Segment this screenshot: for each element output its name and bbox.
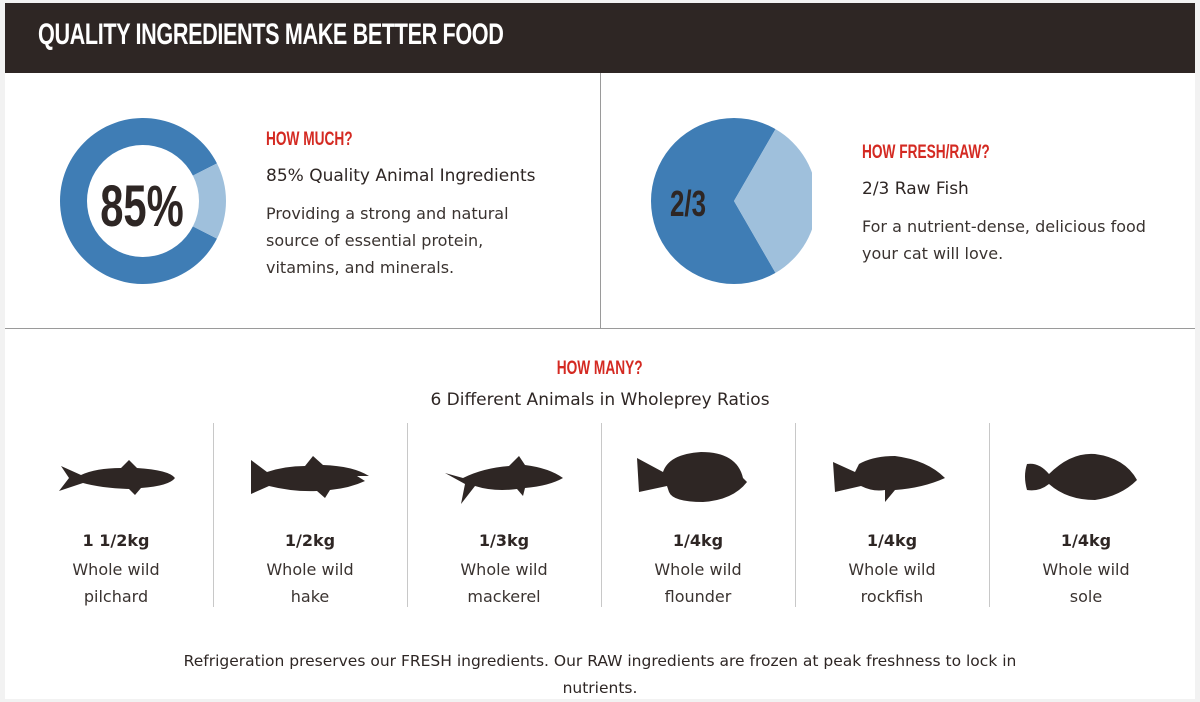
how-much-description: Providing a strong and natural source of… [266,204,509,277]
footer-note: Refrigeration preserves our FRESH ingred… [183,652,1017,697]
sole-icon [1025,453,1137,500]
animal-item: 1/3kg Whole wild mackerel [407,423,601,607]
horizontal-divider [5,328,1195,329]
pie-main-segment [651,117,776,284]
hake-icon [251,456,369,498]
page-title: QUALITY INGREDIENTS MAKE BETTER FOOD [38,18,504,51]
how-much-title: 85% Quality Animal Ingredients [266,166,536,186]
how-fresh-description: For a nutrient-dense, delicious food you… [862,217,1146,263]
animal-name: pilchard [83,587,149,606]
column-divider [601,423,602,607]
animal-weight: 1 1/2kg [82,531,150,550]
animal-name: mackerel [467,587,541,606]
vertical-divider [600,73,601,328]
animal-name: flounder [664,587,732,606]
animal-name: hake [290,587,330,606]
how-fresh-eyebrow: HOW FRESH/RAW? [862,142,990,163]
pie-label: 2/3 [670,184,706,224]
header-bar: QUALITY INGREDIENTS MAKE BETTER FOOD [5,3,1195,73]
how-much-eyebrow: HOW MUCH? [266,129,353,150]
pilchard-icon [59,460,175,495]
how-fresh-title: 2/3 Raw Fish [862,179,969,199]
animal-name: sole [1069,587,1103,606]
how-many-title: 6 Different Animals in Wholeprey Ratios [430,390,770,410]
fresh-pie-chart: 2/3 [651,117,812,284]
percent-donut-chart: 85% [60,117,226,284]
animal-desc-line1: Whole wild [460,560,548,579]
donut-main-segment [60,117,217,284]
animal-name: rockfish [860,587,924,606]
donut-label: 85% [100,173,184,238]
animal-item: 1/4kg Whole wild sole [989,423,1183,607]
column-divider [795,423,796,607]
column-divider [989,423,990,607]
donut-remaining-segment [192,163,226,239]
mackerel-icon [445,456,563,504]
animal-weight: 1/2kg [284,531,336,550]
pie-remaining-segment [734,129,812,273]
animal-weight: 1/4kg [866,531,918,550]
column-divider [213,423,214,607]
animal-desc-line1: Whole wild [266,560,354,579]
animal-weight: 1/4kg [1060,531,1112,550]
flounder-icon [637,452,747,502]
how-many-eyebrow: HOW MANY? [557,358,643,379]
column-divider [407,423,408,607]
animal-item: 1/4kg Whole wild rockfish [795,423,989,607]
ingredients-panel: QUALITY INGREDIENTS MAKE BETTER FOOD 85%… [5,3,1195,699]
animal-item: 1 1/2kg Whole wild pilchard [19,423,213,607]
animal-desc-line1: Whole wild [1042,560,1130,579]
animal-item: 1/2kg Whole wild hake [213,423,407,607]
rockfish-icon [833,456,945,502]
animal-weight: 1/3kg [478,531,530,550]
animal-item: 1/4kg Whole wild flounder [601,423,795,607]
animal-desc-line1: Whole wild [72,560,160,579]
animal-weight: 1/4kg [672,531,724,550]
animal-desc-line1: Whole wild [848,560,936,579]
animal-desc-line1: Whole wild [654,560,742,579]
